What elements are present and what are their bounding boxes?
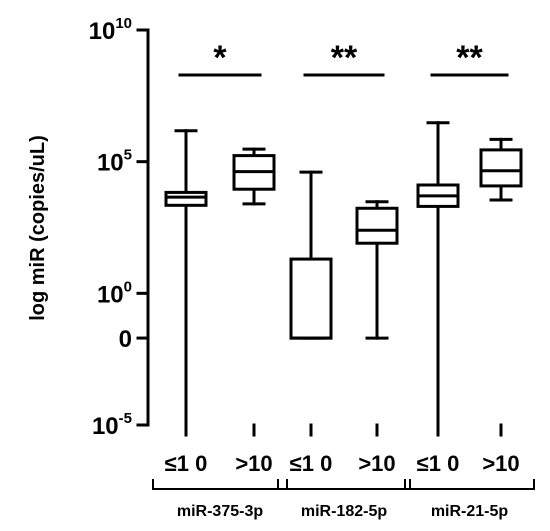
y-tick-label: 0 [119, 326, 132, 353]
x-category-label: >10 [235, 451, 272, 476]
group-label: miR-375-3p [177, 503, 263, 520]
y-tick-label: 10-5 [92, 410, 132, 440]
box-iqr [164, 190, 208, 207]
group-label: miR-182-5p [301, 503, 387, 520]
y-tick-label: 100 [97, 278, 132, 308]
x-category-label: >10 [482, 451, 519, 476]
significance-label: * [213, 39, 227, 77]
box-iqr [355, 206, 399, 245]
y-tick-label: 1010 [89, 15, 132, 45]
y-axis-label: log miR (copies/uL) [27, 135, 49, 321]
y-tick-label: 105 [97, 147, 132, 177]
box-iqr [479, 148, 523, 188]
x-category-label: ≤1 0 [165, 451, 208, 476]
x-category-label: ≤1 0 [290, 451, 333, 476]
box-iqr [289, 257, 333, 340]
significance-label: ** [456, 39, 483, 77]
x-category-label: ≤1 0 [417, 451, 460, 476]
x-category-label: >10 [358, 451, 395, 476]
group-label: miR-21-5p [431, 503, 509, 520]
significance-label: ** [331, 39, 358, 77]
